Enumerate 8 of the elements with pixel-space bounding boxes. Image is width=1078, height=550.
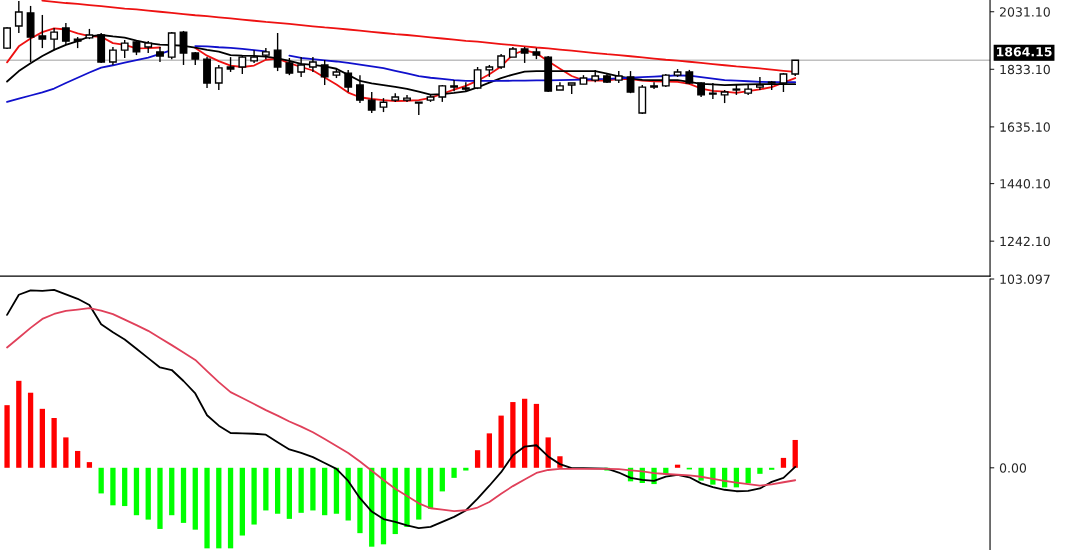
y-tick-label: 0.00: [999, 463, 1027, 473]
y-tick-label: 1833.10: [1000, 64, 1050, 75]
y-tick-label: 103.097: [1000, 274, 1050, 284]
ref-line-label: 1864.15: [997, 47, 1052, 57]
y-tick-label: 1242.10: [1000, 236, 1050, 247]
y-tick-label: 1440.10: [1000, 179, 1050, 189]
y-tick-label: 2031.10: [999, 7, 1050, 17]
y-tick-label: 1635.10: [1000, 122, 1050, 132]
